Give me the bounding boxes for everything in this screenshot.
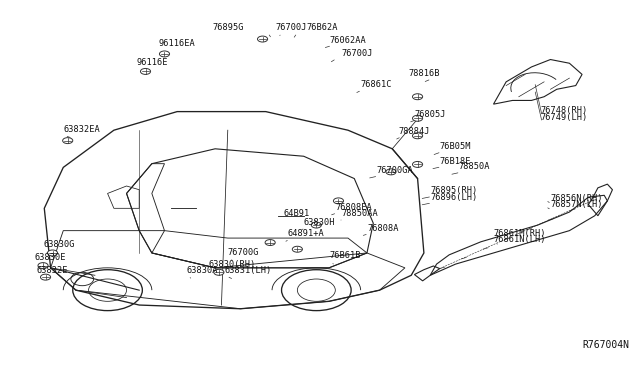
Text: 63832E: 63832E — [36, 266, 68, 275]
Text: 78850A: 78850A — [459, 162, 490, 171]
Circle shape — [311, 222, 321, 228]
Circle shape — [47, 250, 58, 256]
Circle shape — [257, 36, 268, 42]
Text: 76B62A: 76B62A — [307, 23, 339, 32]
Text: 76805J: 76805J — [415, 110, 446, 119]
Text: 64B91: 64B91 — [284, 209, 310, 218]
Circle shape — [40, 274, 51, 280]
Text: 63830(RH): 63830(RH) — [209, 260, 256, 269]
Text: 96116EA: 96116EA — [158, 39, 195, 48]
Text: 76748(RH): 76748(RH) — [541, 106, 588, 115]
Text: 96116E: 96116E — [136, 58, 168, 67]
Text: 76861N(LH): 76861N(LH) — [493, 235, 546, 244]
Text: 78850AA: 78850AA — [342, 209, 378, 218]
Circle shape — [413, 115, 422, 121]
Circle shape — [413, 161, 422, 167]
Text: 76861M(RH): 76861M(RH) — [493, 229, 546, 238]
Text: 78884J: 78884J — [399, 127, 430, 136]
Circle shape — [413, 94, 422, 100]
Text: 76861C: 76861C — [360, 80, 392, 89]
Circle shape — [386, 169, 396, 175]
Text: R767004N: R767004N — [582, 340, 629, 350]
Text: 76895G: 76895G — [212, 23, 244, 32]
Text: 76700G: 76700G — [228, 248, 259, 257]
Text: 63830G: 63830G — [43, 240, 74, 249]
Circle shape — [413, 133, 422, 139]
Text: 76856N(RH): 76856N(RH) — [550, 194, 603, 203]
Text: 76895(RH): 76895(RH) — [430, 186, 477, 195]
Text: 76062AA: 76062AA — [329, 36, 365, 45]
Circle shape — [265, 240, 275, 246]
Text: 63830E: 63830E — [35, 253, 67, 262]
Text: 63830H: 63830H — [304, 218, 335, 227]
Circle shape — [292, 246, 303, 252]
Text: 76B61B: 76B61B — [329, 251, 360, 260]
Text: 76808A: 76808A — [367, 224, 399, 232]
Text: 63830A: 63830A — [187, 266, 218, 275]
Circle shape — [63, 138, 73, 144]
Text: 76749(LH): 76749(LH) — [541, 113, 588, 122]
Text: 78816B: 78816B — [408, 69, 440, 78]
Text: 76B05M: 76B05M — [440, 142, 471, 151]
Text: 76700GA: 76700GA — [376, 166, 413, 175]
Text: 63831(LH): 63831(LH) — [225, 266, 272, 275]
Text: 76700J: 76700J — [342, 49, 373, 58]
Circle shape — [159, 51, 170, 57]
Text: 64891+A: 64891+A — [288, 229, 324, 238]
Circle shape — [214, 269, 224, 275]
Circle shape — [140, 68, 150, 74]
Text: 76857N(LH): 76857N(LH) — [550, 200, 603, 209]
Circle shape — [333, 198, 344, 204]
Text: 76896(LH): 76896(LH) — [430, 193, 477, 202]
Text: 76B18E: 76B18E — [440, 157, 471, 166]
Text: 76808EA: 76808EA — [335, 203, 372, 212]
Text: 76700J: 76700J — [275, 23, 307, 32]
Text: 63832EA: 63832EA — [63, 125, 100, 134]
Circle shape — [38, 263, 48, 269]
